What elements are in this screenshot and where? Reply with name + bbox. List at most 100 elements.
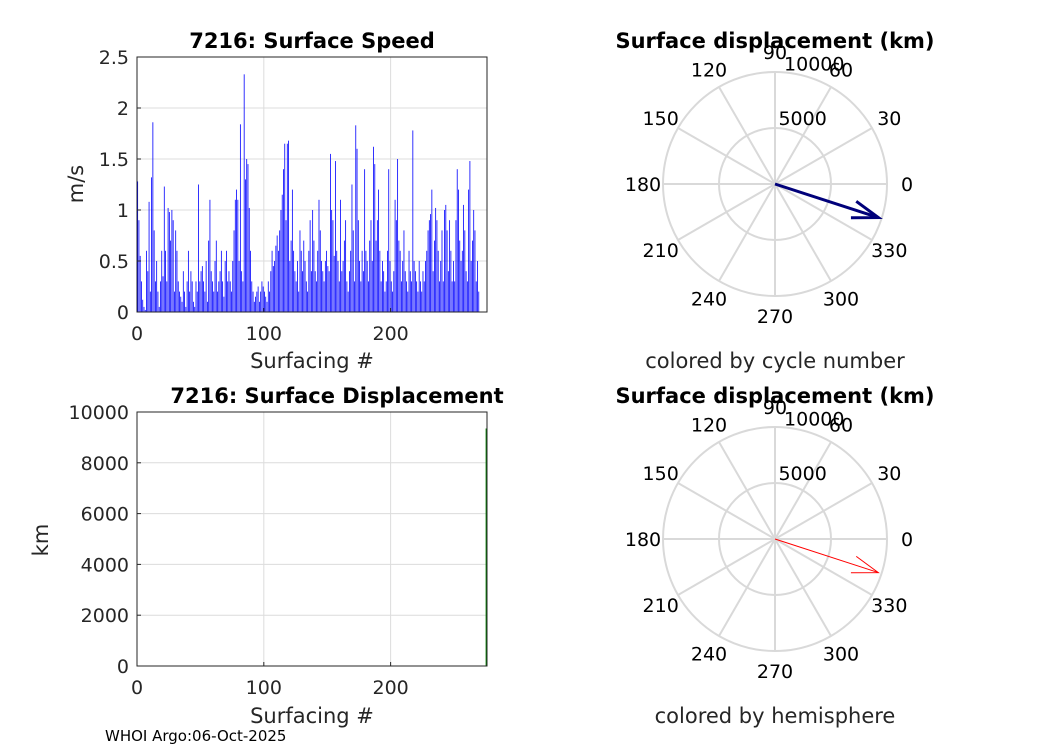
speed-bar: [146, 250, 147, 312]
speed-bar: [161, 250, 163, 312]
speed-bar: [190, 271, 192, 312]
speed-bar: [412, 130, 414, 312]
speed-bar: [196, 291, 198, 312]
speed-bar: [181, 301, 183, 312]
speed-bar: [288, 140, 289, 312]
speed-bar: [465, 271, 467, 312]
speed-bar: [340, 199, 341, 312]
speed-bar: [456, 169, 458, 312]
speed-ytick-label: 2.5: [99, 47, 129, 69]
speed-bar: [307, 291, 308, 312]
displacement-ytick-label: 0: [117, 656, 129, 678]
speed-bar: [153, 230, 155, 312]
speed-bar: [243, 74, 245, 312]
speed-bar: [234, 199, 236, 312]
speed-bar: [284, 143, 286, 312]
speed-bar: [342, 261, 344, 312]
speed-bar: [459, 240, 461, 312]
speed-bar: [383, 271, 385, 312]
speed-bar: [431, 189, 433, 312]
speed-bar: [316, 281, 317, 312]
speed-bar: [297, 261, 298, 312]
polar1-spoke: [718, 86, 776, 185]
polar1-theta-label: 240: [691, 288, 727, 310]
speed-bar: [185, 306, 187, 312]
speed-bars: [137, 74, 480, 312]
speed-bar: [280, 210, 282, 312]
speed-bar: [338, 281, 340, 312]
speed-bar: [168, 212, 170, 312]
speed-bar: [170, 240, 172, 312]
polar1-theta-label: 300: [823, 288, 859, 310]
speed-bar: [289, 261, 291, 312]
speed-bar: [220, 250, 222, 312]
speed-bar: [387, 250, 388, 312]
speed-bar: [260, 291, 262, 312]
speed-bar: [242, 281, 244, 312]
speed-bar: [436, 220, 438, 312]
speed-bar: [226, 250, 227, 312]
speed-bar: [368, 281, 369, 312]
speed-bar: [445, 204, 447, 312]
speed-bar: [374, 164, 376, 312]
speed-bar: [347, 291, 349, 312]
speed-bar: [270, 271, 272, 312]
speed-bar: [426, 250, 428, 312]
speed-bar: [158, 306, 160, 312]
speed-bar: [393, 271, 395, 312]
speed-bar: [392, 291, 393, 312]
speed-bar: [303, 240, 305, 312]
speed-bar: [182, 271, 184, 312]
speed-bar: [261, 281, 263, 312]
speed-bar: [166, 281, 168, 312]
speed-bar: [293, 250, 295, 312]
speed-bar: [262, 286, 264, 312]
speed-bar: [237, 199, 239, 312]
speed-bar: [403, 230, 405, 312]
speed-bar: [444, 210, 445, 312]
polar2-r-label: 10000: [784, 408, 844, 430]
speed-bar: [341, 271, 343, 312]
speed-bar: [382, 261, 383, 312]
polar2-spoke: [718, 441, 776, 540]
speed-bar: [413, 261, 415, 312]
displacement-xtick-label: 200: [372, 677, 408, 699]
speed-bar: [271, 250, 273, 312]
speed-bar: [458, 189, 459, 312]
speed-bar: [203, 281, 204, 312]
polar2-theta-label: 60: [829, 415, 853, 437]
speed-bar: [407, 291, 409, 312]
speed-bar: [298, 291, 300, 312]
displacement-yticks: 0 2000 4000 6000 8000 10000: [69, 402, 141, 678]
speed-bar: [248, 207, 250, 312]
speed-bar: [369, 240, 371, 312]
speed-bar: [256, 291, 258, 312]
speed-bar: [335, 161, 336, 312]
speed-bar: [250, 250, 251, 312]
polar2-theta-label: 90: [763, 397, 787, 419]
speed-bar: [328, 271, 330, 312]
polar2-spoke: [774, 538, 832, 637]
speed-bar: [239, 124, 241, 312]
polar1-spoke: [677, 127, 776, 185]
speed-bar: [233, 230, 235, 312]
speed-bar: [247, 164, 249, 312]
polar2-vector-head: [850, 555, 880, 574]
speed-bar: [144, 309, 146, 312]
speed-bar: [198, 184, 199, 312]
speed-bar: [219, 271, 221, 312]
speed-bar: [207, 301, 208, 312]
polar2-theta-label: 270: [757, 661, 793, 683]
speed-bar: [286, 143, 288, 312]
speed-bar: [275, 245, 277, 312]
speed-bar: [238, 261, 240, 312]
speed-ytick-label: 1.5: [99, 149, 129, 171]
speed-bar: [474, 230, 476, 312]
speed-bar: [468, 189, 470, 312]
speed-bar: [212, 281, 213, 312]
speed-bar: [464, 230, 466, 312]
speed-bar: [156, 261, 158, 312]
speed-bar: [461, 250, 463, 312]
speed-bar: [186, 281, 188, 312]
speed-bar: [350, 250, 352, 312]
